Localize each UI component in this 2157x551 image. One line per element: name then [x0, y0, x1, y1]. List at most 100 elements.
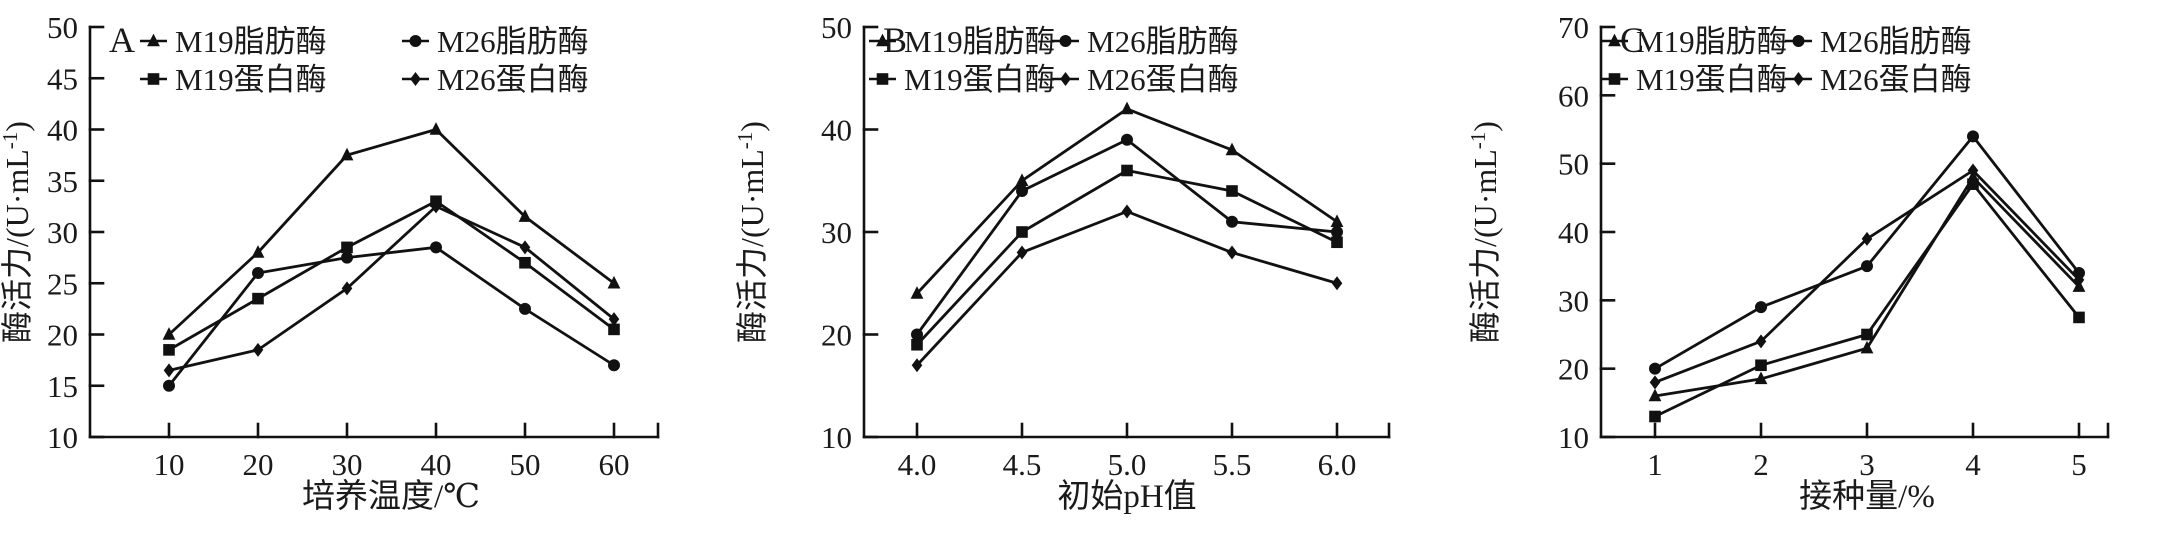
data-point-m26-protease — [1755, 334, 1767, 349]
y-axis-label-superscript: -1 — [1466, 132, 1490, 150]
axes — [88, 25, 660, 439]
series-m26-protease — [163, 199, 620, 378]
y-tick-label: 25 — [47, 266, 78, 301]
data-point-m26-protease — [163, 363, 175, 378]
legend-marker-diamond — [410, 72, 421, 86]
data-point-m19-lipase — [251, 245, 265, 258]
x-tick-label: 4.0 — [898, 447, 937, 482]
legend-item-m19-lipase: M19脂肪酶 — [869, 24, 1056, 59]
legend-item-m26-lipase: M26脂肪酶 — [1785, 24, 1972, 59]
legend-label-m26-protease: M26蛋白酶 — [1820, 62, 1972, 97]
legend-marker-triangle — [147, 33, 160, 47]
y-tick-label: 35 — [47, 164, 78, 199]
legend-item-m19-lipase: M19脂肪酶 — [1601, 24, 1788, 59]
y-axis-label-superscript: -1 — [0, 132, 22, 150]
data-point-m26-lipase — [1121, 133, 1133, 146]
y-tick-label: 30 — [821, 215, 852, 250]
legend-marker-diamond — [1060, 72, 1071, 86]
chart-ph: 10 20 30 40 50 4.0 4.5 5.0 5.5 6.0 酶活力/(U·mL-1) 初始p… — [733, 10, 1391, 515]
data-point-m19-protease — [341, 241, 353, 254]
series-m26-lipase — [163, 241, 620, 392]
legend-label-m26-lipase: M26脂肪酶 — [1087, 24, 1239, 59]
x-tick-label: 50 — [510, 447, 541, 482]
data-point-m26-protease — [2073, 272, 2085, 287]
x-tick-label: 60 — [599, 447, 630, 482]
axes — [862, 25, 1391, 439]
data-point-m19-lipase — [607, 275, 621, 289]
legend-item-m26-lipase: M26脂肪酶 — [402, 24, 589, 59]
legend-item-m19-protease: M19蛋白酶 — [869, 62, 1056, 97]
chart-temperature: 10 15 20 25 30 35 40 45 50 10 20 30 40 50 60 酶活力/(U·mL-… — [0, 10, 660, 515]
legend-label-m26-protease: M26蛋白酶 — [1087, 62, 1239, 97]
x-tick-label: 4.5 — [1003, 447, 1042, 482]
x-tick-label: 2 — [1753, 447, 1769, 482]
x-tick-label: 5.5 — [1213, 447, 1252, 482]
data-point-m26-protease — [608, 312, 620, 327]
y-tick-label: 30 — [47, 215, 78, 250]
legend-marker-circle — [409, 35, 422, 47]
legend-label-m19-protease: M19蛋白酶 — [904, 62, 1056, 97]
legend-item-m26-lipase: M26脂肪酶 — [1052, 24, 1239, 59]
x-tick-label: 20 — [243, 447, 274, 482]
data-point-m19-protease — [1226, 185, 1238, 197]
y-axis-label: 酶活力/(U·mL-1) — [0, 121, 35, 343]
data-point-m26-protease — [1967, 163, 1979, 178]
data-point-m19-protease — [1967, 178, 1979, 190]
y-tick-label: 20 — [47, 318, 78, 353]
legend-label-m19-protease: M19蛋白酶 — [175, 62, 327, 97]
x-tick-label: 30 — [332, 447, 363, 482]
y-tick-label: 40 — [1558, 215, 1589, 250]
data-point-m26-lipase — [608, 359, 620, 372]
data-point-m19-lipase — [429, 122, 443, 135]
data-point-m19-lipase — [1015, 173, 1029, 186]
data-point-m19-protease — [163, 344, 175, 356]
legend-marker-circle — [1792, 35, 1805, 47]
data-point-m19-lipase — [518, 209, 532, 222]
data-point-m26-protease — [519, 240, 531, 255]
data-point-m26-lipase — [519, 302, 531, 315]
data-point-m26-lipase — [1967, 130, 1979, 143]
data-point-m26-lipase — [1861, 260, 1873, 273]
data-point-m19-lipase — [1225, 142, 1239, 156]
data-point-m19-protease — [1331, 236, 1343, 249]
series-m19-lipase — [1648, 169, 2086, 402]
x-tick-label: 10 — [154, 447, 185, 482]
y-tick-label: 70 — [1558, 10, 1589, 45]
data-point-m26-lipase — [911, 328, 923, 341]
x-tick-label: 5.0 — [1108, 447, 1147, 482]
data-point-m26-protease — [1016, 245, 1028, 260]
y-tick-label: 20 — [1558, 352, 1589, 387]
data-point-m19-protease — [519, 256, 531, 269]
data-point-m26-lipase — [341, 251, 353, 264]
data-point-m19-protease — [1649, 410, 1661, 423]
data-point-m19-lipase — [1860, 340, 1874, 354]
legend-label-m26-lipase: M26脂肪酶 — [437, 24, 589, 59]
y-tick-label: 40 — [47, 113, 78, 148]
series-line-m19-lipase — [1654, 175, 2081, 398]
y-tick-label: 45 — [47, 61, 78, 96]
data-point-m26-lipase — [1226, 215, 1238, 228]
series-m19-protease — [1649, 178, 2085, 423]
legend-marker-diamond — [1793, 72, 1804, 86]
legend: M19脂肪酶 M26脂肪酶 M19蛋白酶 M26蛋白酶 — [869, 24, 1239, 97]
series-line-m26-protease — [915, 209, 1338, 367]
series-line-m26-protease — [168, 204, 615, 372]
series-m19-lipase — [162, 122, 621, 340]
y-tick-label: 10 — [47, 420, 78, 455]
data-point-m26-protease — [341, 281, 353, 296]
legend-marker-square — [147, 73, 160, 85]
data-point-m19-lipase — [1330, 214, 1344, 227]
panel-a: 10 15 20 25 30 35 40 45 50 10 20 30 40 50 60 酶活力/(U·mL-… — [0, 0, 719, 551]
data-point-m26-lipase — [430, 241, 442, 254]
data-point-m26-lipase — [1649, 362, 1661, 375]
data-point-m19-protease — [911, 338, 923, 351]
data-point-m26-lipase — [1016, 185, 1028, 197]
data-point-m26-lipase — [163, 379, 175, 392]
x-tick-label: 1 — [1647, 447, 1663, 482]
legend-item-m26-protease: M26蛋白酶 — [1785, 62, 1972, 97]
legend-label-m26-protease: M26蛋白酶 — [437, 62, 589, 97]
legend-label-m19-lipase: M19脂肪酶 — [175, 24, 327, 59]
series-line-m19-protease — [1654, 181, 2081, 418]
legend-item-m19-lipase: M19脂肪酶 — [140, 24, 327, 59]
